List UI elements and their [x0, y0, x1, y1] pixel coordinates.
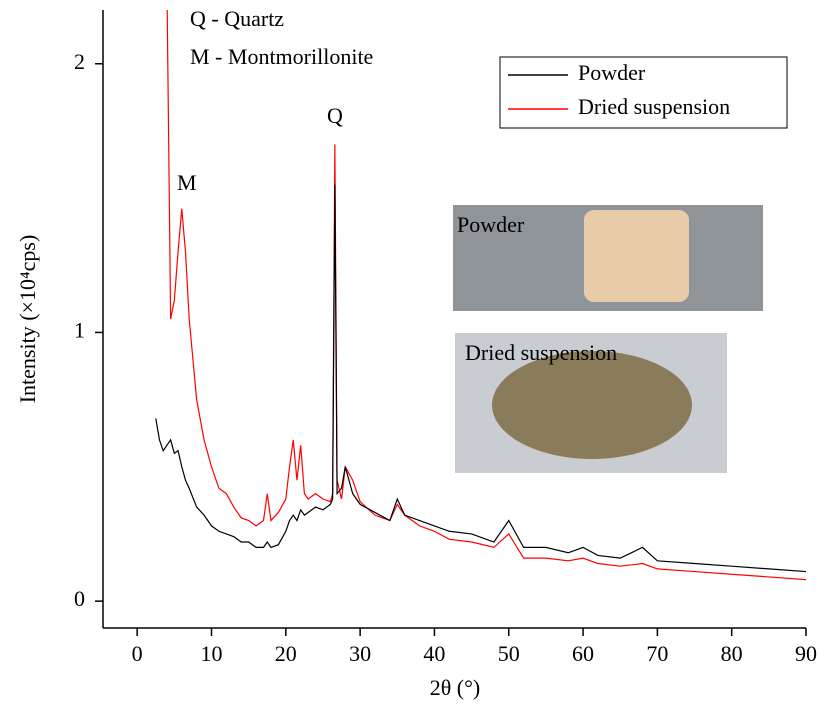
data-line [155, 184, 806, 573]
x-tick-label: 10 [200, 641, 222, 666]
legend-label: Dried suspension [578, 94, 730, 119]
x-tick-label: 90 [795, 641, 817, 666]
x-tick-label: 60 [572, 641, 594, 666]
annotation: Q [327, 103, 343, 128]
photo-label: Powder [457, 212, 525, 237]
y-tick-label: 1 [74, 317, 85, 342]
data-line [166, 10, 806, 581]
y-tick-label: 0 [74, 586, 85, 611]
y-tick-label: 2 [74, 49, 85, 74]
legend-label: Powder [578, 60, 646, 85]
legend [499, 56, 788, 129]
x-tick-label: 20 [275, 641, 297, 666]
x-tick-label: 40 [423, 641, 445, 666]
annotation: M [177, 170, 197, 195]
x-tick-label: 50 [498, 641, 520, 666]
x-tick-label: 0 [132, 641, 143, 666]
annotation: M - Montmorillonite [190, 44, 373, 69]
x-tick-label: 30 [349, 641, 371, 666]
x-axis-label: 2θ (°) [430, 675, 481, 700]
annotation: Q - Quartz [190, 6, 284, 31]
y-axis-label: Intensity (×10⁴cps) [15, 235, 40, 404]
photo-dried-suspension [455, 333, 727, 473]
x-tick-label: 80 [721, 641, 743, 666]
x-tick-label: 70 [646, 641, 668, 666]
photo-label: Dried suspension [465, 340, 617, 365]
photo-powder [453, 205, 763, 311]
